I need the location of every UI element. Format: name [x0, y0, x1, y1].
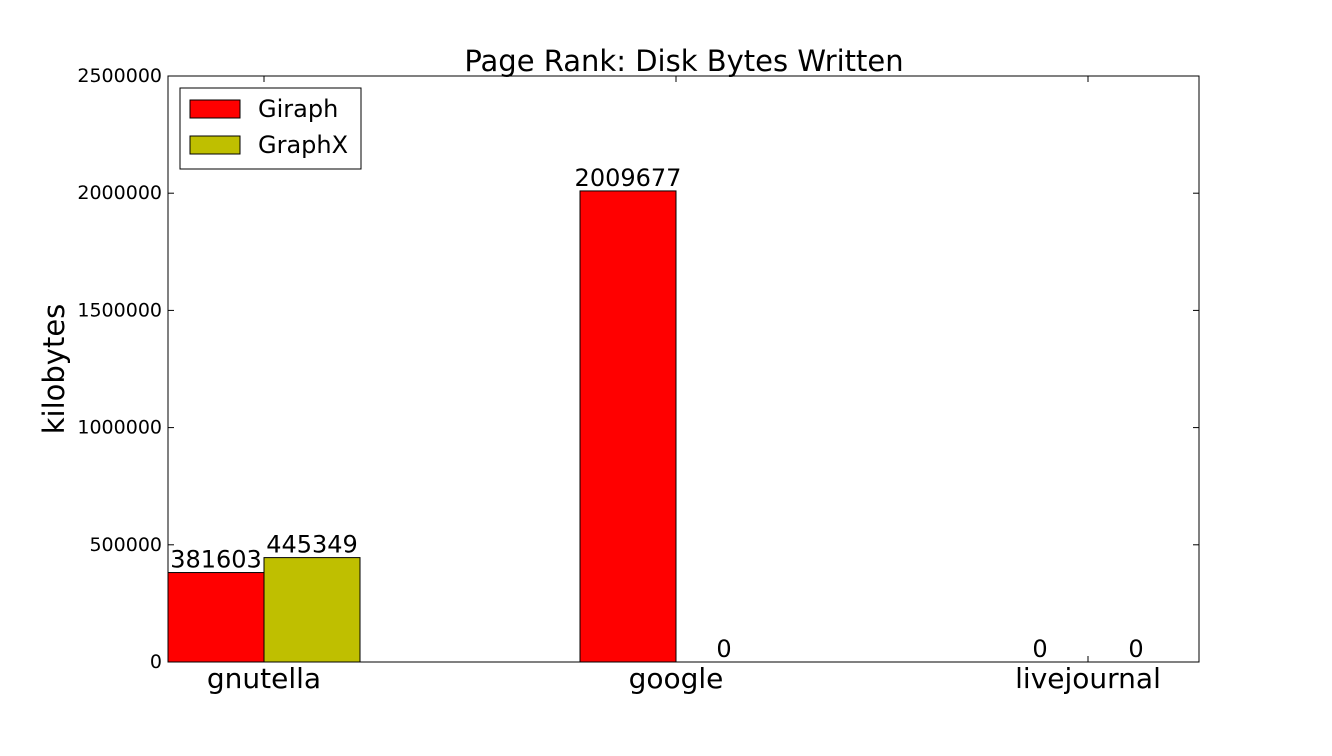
bar-giraph-gnutella	[167, 572, 265, 663]
data-label-graphx-gnutella: 445349	[266, 531, 358, 559]
ticks-group: gnutella google livejournal050000010000001…	[77, 65, 1199, 695]
legend-label-graphx: GraphX	[258, 131, 348, 159]
bar-graphx-gnutella	[263, 557, 361, 663]
y-tick-label-0: 0	[150, 651, 162, 673]
y-tick-label-2000000: 2000000	[77, 182, 162, 204]
data-label-graphx-livejournal: 0	[1128, 635, 1143, 663]
y-tick-label-2500000: 2500000	[77, 65, 162, 87]
legend-swatch-giraph	[189, 99, 241, 119]
legend-label-giraph: Giraph	[258, 95, 338, 123]
data-label-giraph-gnutella: 381603	[170, 546, 262, 574]
legend: Giraph GraphX	[179, 87, 362, 170]
bar-giraph-google	[579, 190, 677, 663]
plot-frame	[167, 75, 1200, 663]
data-label-graphx-google: 0	[716, 635, 731, 663]
data-label-giraph-google: 2009677	[575, 164, 682, 192]
legend-swatch-graphx	[189, 135, 241, 155]
x-tick-label-gnutella: gnutella	[207, 662, 321, 695]
y-tick-label-1000000: 1000000	[77, 417, 162, 439]
data-label-giraph-livejournal: 0	[1032, 635, 1047, 663]
y-tick-label-1500000: 1500000	[77, 299, 162, 321]
bars-group	[167, 190, 677, 663]
x-tick-label-livejournal: livejournal	[1015, 662, 1161, 695]
chart-title: Page Rank: Disk Bytes Written	[464, 44, 903, 78]
y-axis-label: kilobytes	[37, 304, 71, 435]
y-tick-label-500000: 500000	[89, 534, 162, 556]
x-tick-label-google: google	[629, 662, 724, 695]
